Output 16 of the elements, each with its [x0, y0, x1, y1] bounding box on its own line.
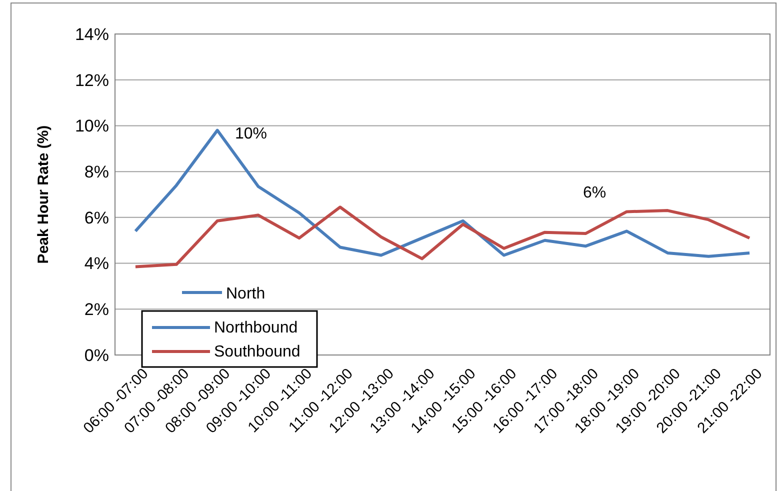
y-axis-title: Peak Hour Rate (%) [35, 125, 52, 264]
line-series [134, 206, 752, 268]
line-series [134, 128, 752, 258]
y-tick-label: 4% [84, 254, 109, 274]
y-tick-label: 8% [84, 162, 109, 182]
annotation: 10% [235, 126, 268, 143]
y-tick-label: 0% [84, 346, 109, 365]
legend-label: Northbound [214, 320, 298, 337]
y-tick-label: 6% [84, 208, 109, 228]
y-tick-label: 10% [74, 116, 109, 136]
annotation: North [226, 286, 266, 303]
annotation: 6% [583, 184, 606, 202]
y-tick-label: 2% [84, 300, 109, 320]
y-tick-label: 12% [74, 70, 109, 90]
y-tick-label: 14% [74, 24, 109, 44]
legend-label: Southbound [214, 344, 300, 361]
